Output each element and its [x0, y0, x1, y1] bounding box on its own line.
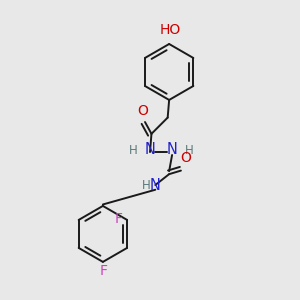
- Text: O: O: [180, 151, 191, 165]
- Text: H: H: [128, 144, 137, 157]
- Text: F: F: [115, 212, 123, 226]
- Text: N: N: [145, 142, 155, 158]
- Text: O: O: [137, 104, 148, 118]
- Text: HO: HO: [160, 22, 181, 37]
- Text: N: N: [167, 142, 178, 158]
- Text: H: H: [185, 144, 194, 157]
- Text: N: N: [150, 178, 161, 193]
- Text: F: F: [100, 264, 107, 278]
- Text: H: H: [142, 178, 151, 191]
